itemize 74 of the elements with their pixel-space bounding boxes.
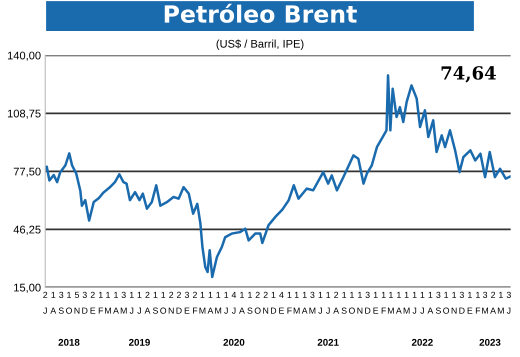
x-tick-label: 2 N bbox=[263, 292, 268, 314]
x-tick-label: 1 A bbox=[302, 292, 308, 314]
x-tick-label: 1 O bbox=[443, 292, 450, 314]
y-tick-label: 140,00 bbox=[8, 52, 41, 61]
x-tick-label: 1 F bbox=[382, 292, 386, 314]
x-tick-label: 3 M bbox=[309, 292, 316, 314]
x-tick-label: 1 M bbox=[388, 292, 394, 314]
x-tick-label: 4 J bbox=[232, 292, 236, 314]
x-tick-label: 1 O bbox=[348, 292, 355, 314]
x-tick-label: 1 D bbox=[270, 292, 276, 314]
x-tick-label: 3 D bbox=[459, 292, 465, 314]
x-tick-label: 3 D bbox=[365, 292, 370, 314]
x-tick-label: 3 D bbox=[82, 292, 88, 314]
x-tick-label: 3 E bbox=[184, 292, 190, 314]
annotation: 74,64 bbox=[442, 66, 496, 82]
x-tick-label: 2 O bbox=[254, 292, 261, 314]
x-tick-label: 1 J bbox=[326, 292, 330, 314]
x-tick-label: 3 M bbox=[120, 292, 127, 314]
x-tick-label: 1 M bbox=[294, 292, 300, 314]
x-tick-label: 2 F bbox=[192, 292, 198, 314]
y-tick-label: 46,25 bbox=[14, 226, 41, 235]
x-tick-label: 1 F bbox=[476, 292, 480, 314]
x-tick-label: 1 M bbox=[215, 292, 222, 314]
x-tick-label: 2 A bbox=[144, 292, 150, 314]
x-tick-label: 4 E bbox=[279, 292, 284, 314]
x-tick-label: 1 S bbox=[152, 292, 158, 314]
x-tick-label: 2 J bbox=[43, 292, 48, 314]
y-tick-label: 15,00 bbox=[14, 284, 41, 293]
x-tick-label: 1 A bbox=[113, 292, 119, 314]
x2-tick-label: 2019 bbox=[128, 338, 150, 346]
x-tick-label: 1 A bbox=[427, 292, 434, 314]
x-tick-label: 1 A bbox=[396, 292, 402, 314]
x-tick-label: 1 A bbox=[50, 292, 56, 314]
x-tick-label: 1 J bbox=[318, 292, 322, 314]
y-tick-label: 77,50 bbox=[14, 168, 41, 177]
x-tick-label: 1 A bbox=[239, 292, 245, 314]
x-tick-label: 1 M bbox=[200, 292, 206, 314]
x-tick-label: 2 A bbox=[333, 292, 340, 314]
x-tick-label: 1 M bbox=[404, 292, 410, 314]
x2-tick-label: 2021 bbox=[318, 338, 339, 346]
x-tick-label: 3 S bbox=[58, 292, 64, 314]
x-tick-label: 1 N bbox=[357, 292, 362, 314]
x-tick-label: 1 J bbox=[137, 292, 142, 314]
x-tick-label: 1 O bbox=[66, 292, 72, 314]
x-tick-label: 1 F bbox=[287, 292, 292, 314]
x2-tick-label: 2022 bbox=[412, 338, 433, 346]
x-tick-label: 1 M bbox=[105, 292, 111, 314]
x2-tick-label: 2020 bbox=[223, 338, 244, 346]
x-tick-label: 1 J bbox=[130, 292, 134, 314]
x-tick-label: 1 F bbox=[98, 292, 104, 314]
x2-tick-label: 2023 bbox=[480, 338, 500, 346]
x-tick-label: 1 J bbox=[420, 292, 424, 314]
x-tick-label: 2 A bbox=[490, 292, 496, 314]
y-tick-label: 108,75 bbox=[8, 110, 41, 119]
x-tick-label: 1 N bbox=[452, 292, 457, 314]
chart-subtitle: (US$ / Barril, IPE) bbox=[216, 39, 304, 50]
x-tick-label: 1 M bbox=[498, 292, 504, 314]
x-tick-label: 1 S bbox=[247, 292, 252, 314]
x-tick-label: 1 E bbox=[373, 292, 378, 314]
x-tick-label: 2 D bbox=[176, 292, 182, 314]
x-tick-label: 1 E bbox=[468, 292, 472, 314]
x-tick-label: 1 O bbox=[160, 292, 166, 314]
x-tick-label: 3 J bbox=[506, 292, 511, 314]
x-tick-label: 2 E bbox=[90, 292, 96, 314]
x-tick-label: 2 N bbox=[168, 292, 174, 314]
x-tick-label: 5 N bbox=[74, 292, 80, 314]
x2-tick-label: 2018 bbox=[58, 338, 80, 346]
x-tick-label: 3 S bbox=[436, 292, 441, 314]
x-tick-label: 1 J bbox=[224, 292, 228, 314]
x-tick-label: 3 M bbox=[482, 292, 488, 314]
x-tick-label: 1 A bbox=[208, 292, 214, 314]
x-tick-label: 1 J bbox=[412, 292, 417, 314]
x-tick-label: 1 S bbox=[342, 292, 347, 314]
chart-title: Petróleo Brent bbox=[164, 4, 357, 23]
